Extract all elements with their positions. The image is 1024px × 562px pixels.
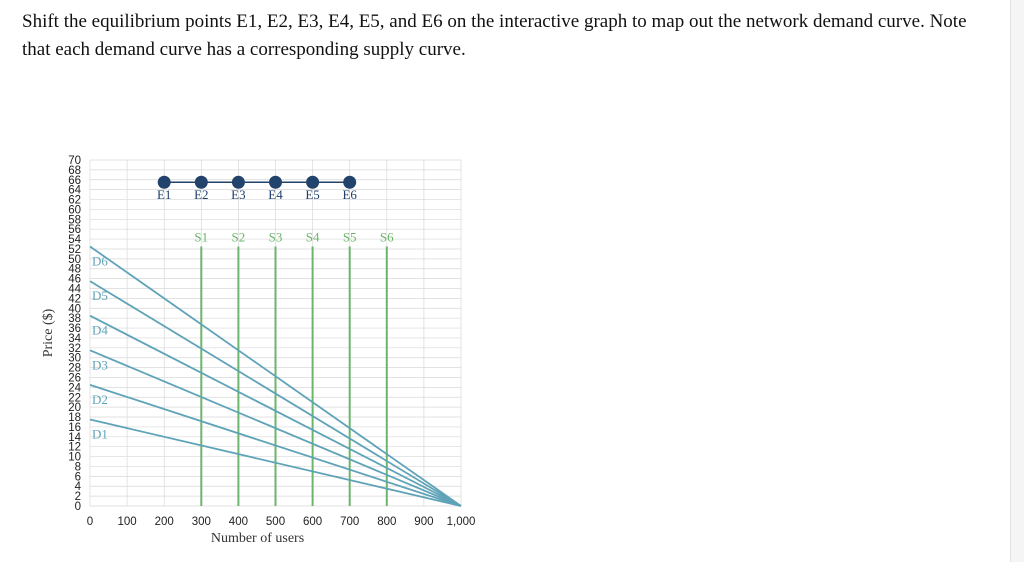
y-tick-label: 20 (68, 402, 81, 414)
y-tick-label: 42 (68, 293, 81, 305)
y-axis-ticks: 0246810121416182022242628303234363840424… (68, 155, 81, 513)
x-tick-label: 0 (87, 516, 93, 528)
y-tick-label: 48 (68, 264, 81, 276)
equilibrium-points[interactable]: E1 E2 E3 E4 E5 E6 (157, 175, 357, 203)
y-tick-label: 64 (68, 185, 81, 197)
y-tick-label: 2 (75, 491, 81, 503)
demand-curve-d3 (89, 349, 462, 507)
x-tick-label: 100 (118, 516, 137, 528)
equilibrium-point-e4[interactable] (269, 175, 282, 189)
demand-label-d1: D1 (92, 427, 108, 442)
instructions-text: Shift the equilibrium points E1, E2, E3,… (22, 11, 967, 60)
equilibrium-label-e1: E1 (157, 187, 171, 202)
y-tick-label: 70 (68, 155, 81, 167)
y-tick-label: 40 (68, 303, 81, 315)
y-tick-label: 14 (68, 432, 81, 444)
demand-label-d3: D3 (92, 357, 108, 372)
equilibrium-label-e5: E5 (305, 187, 319, 202)
equilibrium-point-e3[interactable] (231, 175, 245, 189)
supply-label-s5: S5 (343, 230, 357, 245)
y-tick-label: 56 (68, 224, 81, 236)
x-tick-label: 500 (266, 516, 285, 528)
x-tick-label: 300 (192, 516, 211, 528)
equilibrium-point-e5[interactable] (306, 175, 320, 189)
y-tick-label: 66 (68, 175, 81, 187)
x-tick-label: 700 (340, 516, 359, 528)
y-tick-label: 36 (68, 323, 81, 335)
demand-label-d6: D6 (92, 254, 108, 269)
y-tick-label: 0 (75, 501, 81, 513)
x-tick-label: 200 (155, 516, 174, 528)
y-tick-label: 30 (68, 353, 81, 365)
supply-label-s4: S4 (306, 230, 320, 245)
x-tick-label: 800 (377, 516, 396, 528)
demand-curve-d1 (89, 418, 462, 507)
demand-curve-d2 (89, 384, 462, 507)
equilibrium-point-e1[interactable] (157, 175, 171, 189)
x-tick-label: 900 (414, 516, 433, 528)
y-tick-label: 18 (68, 412, 81, 424)
y-tick-label: 12 (68, 442, 81, 454)
y-tick-label: 52 (68, 244, 81, 256)
x-tick-label: 400 (229, 516, 248, 528)
y-tick-label: 6 (75, 471, 81, 483)
y-tick-label: 34 (68, 333, 81, 345)
x-axis-title: Number of users (211, 531, 304, 546)
supply-label-s3: S3 (269, 230, 283, 245)
equilibrium-label-e4: E4 (268, 187, 283, 202)
y-tick-label: 4 (75, 481, 82, 493)
x-tick-label: 1,000 (447, 516, 476, 528)
y-tick-label: 68 (68, 165, 81, 177)
y-tick-label: 62 (68, 195, 81, 207)
x-tick-label: 600 (303, 516, 322, 528)
y-tick-label: 10 (68, 452, 81, 464)
demand-label-d5: D5 (92, 288, 108, 303)
equilibrium-point-e2[interactable] (194, 175, 208, 189)
y-tick-label: 22 (68, 392, 81, 404)
demand-curve-d4 (89, 314, 462, 507)
equilibrium-label-e2: E2 (194, 187, 208, 202)
y-tick-label: 50 (68, 254, 81, 266)
demand-curves: D1 D2 D3 D4 D5 D6 (89, 245, 462, 507)
y-tick-label: 44 (68, 284, 81, 296)
y-tick-label: 60 (68, 204, 81, 216)
y-tick-label: 38 (68, 313, 81, 325)
y-axis-title: Price ($) (41, 308, 56, 357)
y-tick-label: 16 (68, 422, 81, 434)
demand-label-d4: D4 (92, 323, 108, 338)
y-tick-label: 28 (68, 363, 81, 375)
y-tick-label: 32 (68, 343, 81, 355)
demand-curve-d5 (89, 280, 462, 507)
demand-curve-d6 (89, 245, 462, 507)
y-tick-label: 46 (68, 274, 81, 286)
y-tick-label: 58 (68, 214, 81, 226)
supply-curves: S1 S2 S3 S4 S5 S6 (194, 230, 394, 506)
demand-label-d2: D2 (92, 392, 108, 407)
x-axis-ticks: 0 100 200 300 400 500 600 700 800 900 1,000 (87, 516, 476, 528)
equilibrium-point-e6[interactable] (343, 175, 357, 189)
equilibrium-label-e3: E3 (231, 187, 245, 202)
supply-label-s6: S6 (380, 230, 394, 245)
y-tick-label: 24 (68, 382, 81, 394)
equilibrium-label-e6: E6 (342, 187, 357, 202)
y-tick-label: 8 (75, 461, 81, 473)
y-tick-label: 54 (68, 234, 81, 246)
supply-label-s1: S1 (194, 230, 208, 245)
supply-label-s2: S2 (232, 230, 246, 245)
y-tick-label: 26 (68, 372, 81, 384)
